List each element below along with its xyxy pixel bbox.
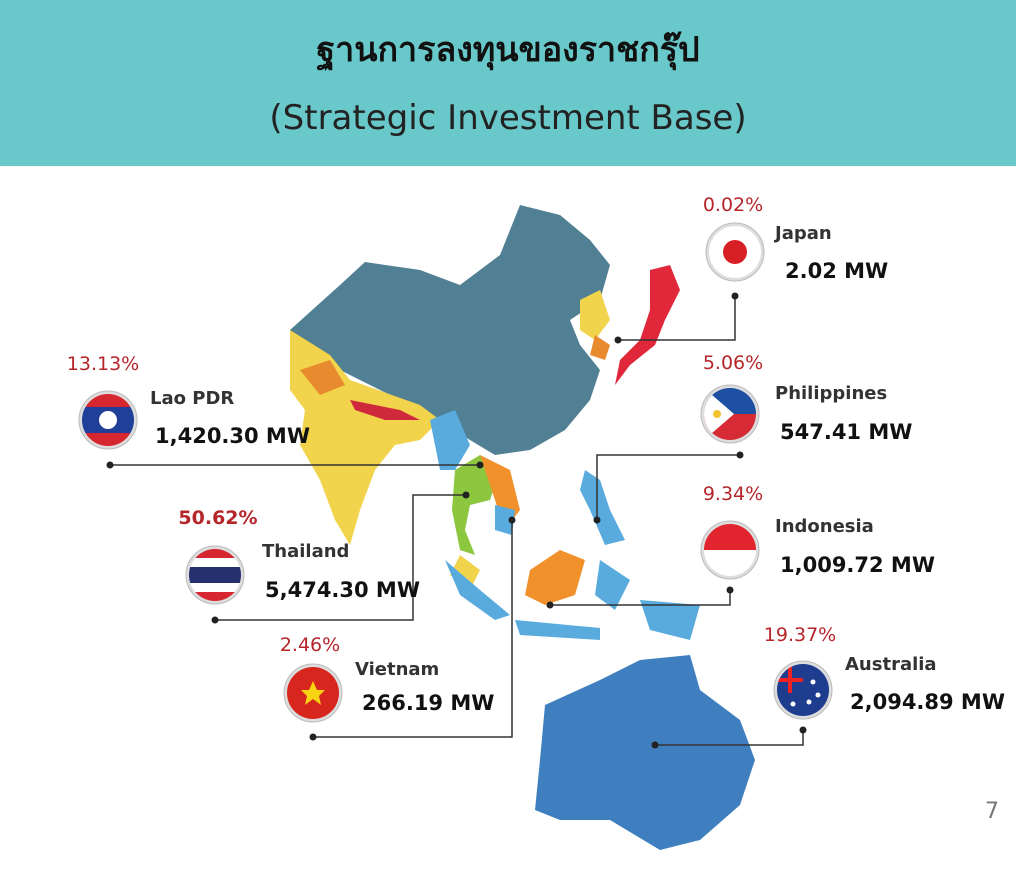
connector-dot [309, 733, 317, 741]
flag [283, 663, 343, 723]
connector-dot [614, 336, 622, 344]
flag-face [704, 388, 756, 440]
flag-face [287, 667, 339, 719]
flag-band [777, 664, 829, 716]
connector-dot [508, 516, 516, 524]
flag-face [189, 549, 241, 601]
flag [185, 545, 245, 605]
share-label: 5.06% [703, 352, 763, 374]
flag-star [301, 681, 325, 705]
subtitle: (Strategic Investment Base) [269, 98, 747, 138]
flag-face [709, 226, 761, 278]
flag [700, 384, 760, 444]
country-name: Japan [773, 223, 832, 244]
connector-dot [106, 461, 114, 469]
share-label: 9.34% [703, 483, 763, 505]
connector-line [550, 590, 731, 606]
connector-line [655, 730, 804, 746]
connector-dot [731, 292, 739, 300]
flag-cross [777, 664, 803, 693]
connector-dot [476, 461, 484, 469]
flag-star [810, 679, 816, 685]
title: ฐานการลงทุนของราชกรุ๊ป [316, 30, 700, 70]
connector-line [596, 454, 740, 520]
capacity-label: 1,420.30 MW [155, 424, 310, 448]
connector-dot [462, 491, 470, 499]
connector-dot [726, 586, 734, 594]
map-shapes [290, 205, 755, 850]
country-name: Australia [845, 654, 937, 675]
flag [705, 222, 765, 282]
connector-line [215, 494, 466, 621]
share-label: 2.46% [280, 634, 340, 656]
capacity-label: 5,474.30 MW [265, 578, 420, 602]
flag-star [815, 692, 821, 698]
flag-sun [723, 240, 747, 264]
flag-face [777, 664, 829, 716]
flag-band [189, 592, 241, 601]
connector-dot [211, 616, 219, 624]
flag-face [704, 524, 756, 576]
capacity-label: 547.41 MW [780, 420, 912, 444]
connector-dot [546, 601, 554, 609]
flag-band [189, 549, 241, 558]
flag [700, 520, 760, 580]
flag [773, 660, 833, 720]
connector-line [313, 520, 513, 738]
flag-band [189, 567, 241, 583]
page-number: 7 [985, 799, 999, 824]
flag-face [82, 394, 134, 446]
flag-moon [99, 411, 117, 429]
flag [78, 390, 138, 450]
country-name: Lao PDR [150, 388, 234, 409]
share-label: 0.02% [703, 194, 763, 216]
flag-band [189, 558, 241, 567]
capacity-label: 2.02 MW [785, 259, 888, 283]
connector-dot [593, 516, 601, 524]
header-band: ฐานการลงทุนของราชกรุ๊ป (Strategic Invest… [0, 0, 1016, 166]
connector-dot [799, 726, 807, 734]
connector-dot [651, 741, 659, 749]
flag-band [189, 583, 241, 592]
connector-dot [736, 451, 744, 459]
country-name: Thailand [262, 541, 349, 562]
country-name: Vietnam [355, 659, 439, 680]
share-label: 13.13% [67, 353, 139, 375]
capacity-label: 2,094.89 MW [850, 690, 1005, 714]
connector-line [618, 296, 736, 341]
country-name: Philippines [775, 383, 887, 404]
capacity-label: 1,009.72 MW [780, 553, 935, 577]
share-label: 50.62% [178, 507, 257, 529]
share-label: 19.37% [764, 624, 836, 646]
flag-star [790, 701, 796, 707]
flag-sun [713, 410, 721, 418]
capacity-label: 266.19 MW [362, 691, 494, 715]
country-name: Indonesia [775, 516, 874, 537]
flag-star [806, 699, 812, 705]
